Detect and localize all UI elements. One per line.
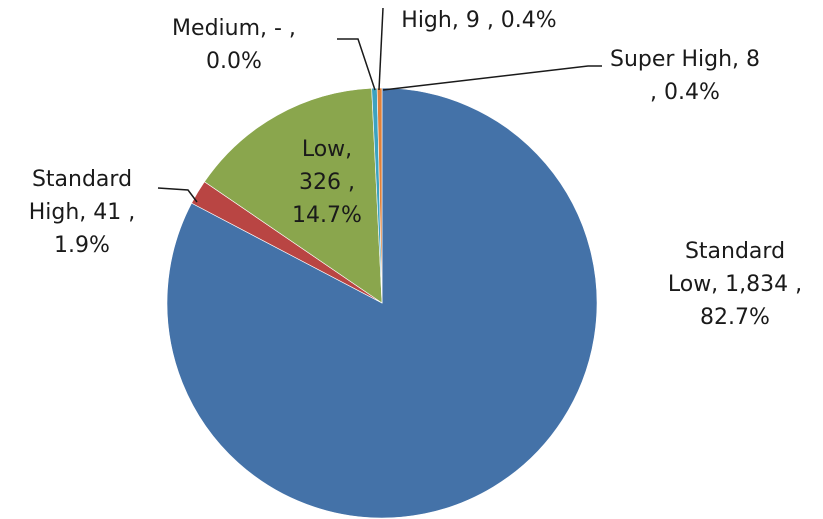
data-label-line: 1.9% [54,233,110,258]
leader-lines [157,7,602,203]
data-label-medium: Medium, - , 0.0% [172,16,296,74]
data-label-line: Standard [685,239,785,264]
data-label-line: , 0.4% [650,80,720,105]
data-label-line: 0.0% [206,49,262,74]
data-label-standard-low: Standard Low, 1,834 , 82.7% [668,239,802,330]
data-label-low: Low, 326 , 14.7% [292,137,362,228]
data-label-standard-high: Standard High, 41 , 1.9% [29,167,136,258]
data-label-line: Super High, 8 [610,47,760,72]
data-label-line: 82.7% [700,305,770,330]
leader-line-super-high [382,65,602,91]
data-label-super-high: Super High, 8 , 0.4% [610,47,760,105]
data-label-line: Medium, - , [172,16,296,41]
data-label-line: 326 , [299,170,355,195]
data-label-line: High, 9 , 0.4% [401,8,556,33]
pie-slice-low [204,87,383,304]
leader-line-medium [337,38,376,91]
data-label-line: Low, [302,137,352,162]
data-label-high: High, 9 , 0.4% [401,8,556,33]
leader-line-high [378,7,384,91]
leader-line-standard-high [157,187,198,203]
data-label-line: High, 41 , [29,200,136,225]
data-label-line: Standard [32,167,132,192]
data-label-line: Low, 1,834 , [668,272,802,297]
data-labels: Standard Low, 1,834 , 82.7% Standard High, 4… [29,8,802,330]
data-label-line: 14.7% [292,203,362,228]
pie-slices [166,87,598,519]
